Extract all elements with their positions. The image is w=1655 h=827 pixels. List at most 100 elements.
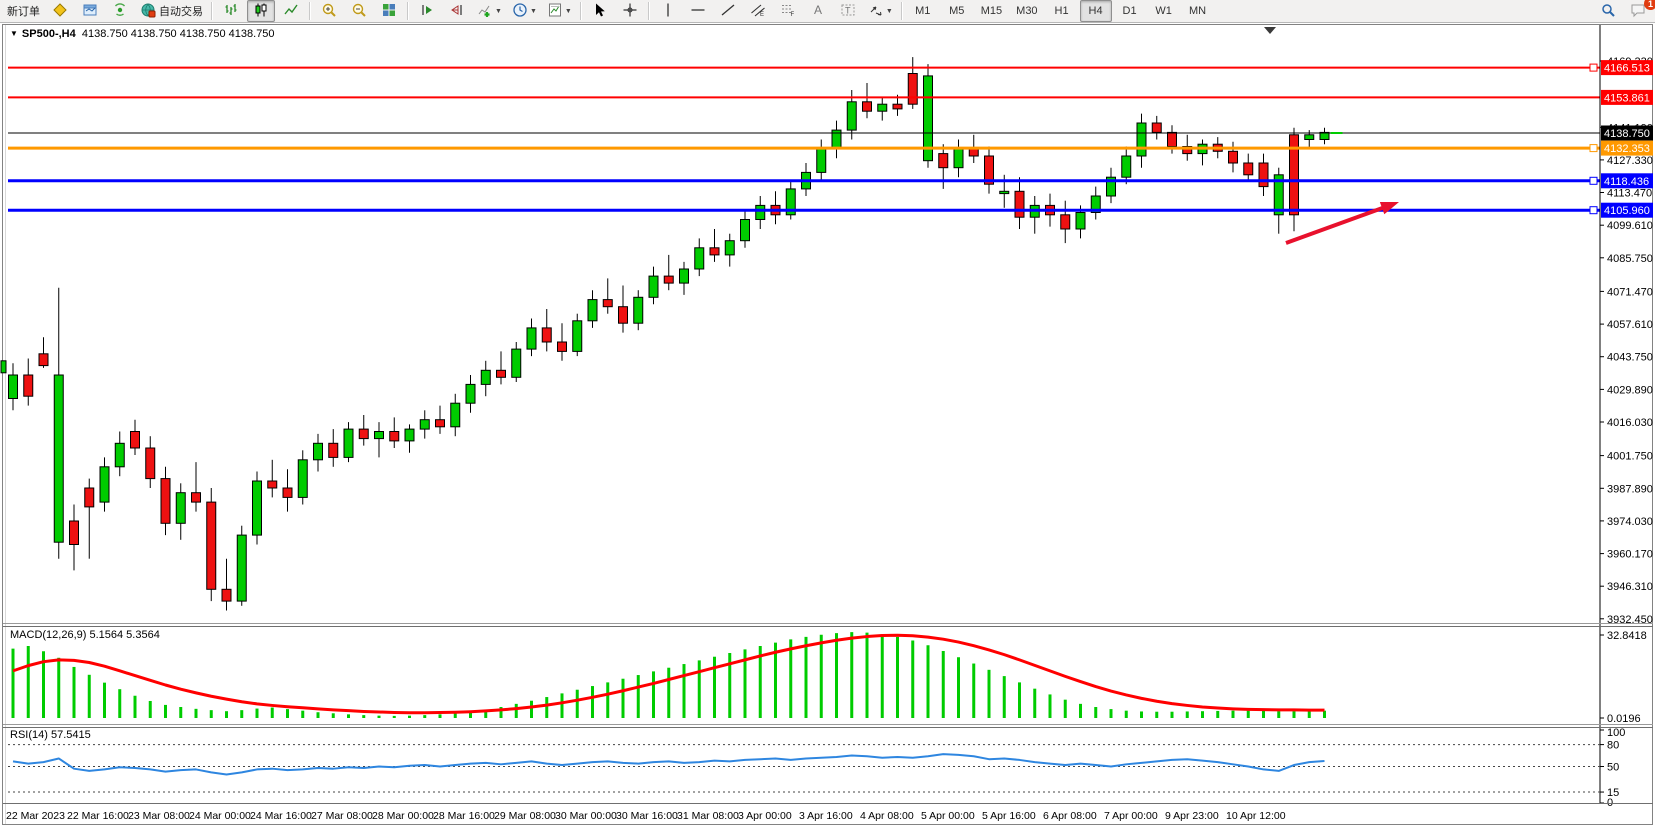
candle-body — [206, 501, 217, 590]
timeframe-button-d1[interactable]: D1 — [1122, 5, 1137, 17]
candle-body — [175, 492, 186, 524]
candle-body — [511, 348, 522, 378]
time-axis-label: 22 Mar 16:00 — [67, 810, 129, 822]
trend-arrow-head[interactable] — [1379, 202, 1399, 215]
autotrading-icon — [140, 2, 156, 21]
price-axis-tick: 4099.610 — [1607, 220, 1653, 232]
indicators-button[interactable]: ▼ — [473, 0, 506, 22]
line-handle[interactable] — [1589, 63, 1598, 72]
candle-body — [191, 492, 201, 503]
chart-shift-icon — [449, 2, 465, 21]
navigator-button[interactable] — [106, 0, 134, 22]
macd-signal-line — [12, 633, 1325, 715]
tile-windows-button[interactable] — [375, 0, 403, 22]
candle-body — [1167, 131, 1177, 147]
candle-body — [1319, 131, 1330, 140]
cursor-icon — [592, 2, 608, 21]
price-badge: 4105.960 — [1604, 205, 1650, 217]
new-order-label: 新订单 — [7, 6, 40, 18]
text-label-button[interactable]: T — [834, 0, 862, 22]
dropdown-arrow: ▼ — [885, 7, 893, 15]
candle-body — [221, 588, 232, 602]
candle-body — [1304, 134, 1315, 141]
timeframe-button-w1[interactable]: W1 — [1155, 5, 1172, 17]
chart-title-collapse-icon: ▼ — [10, 29, 18, 38]
candle-body — [450, 402, 461, 428]
candle-body — [84, 487, 95, 508]
notification-count-badge: 1 — [1644, 0, 1655, 10]
candle-body — [69, 520, 79, 545]
data-window-button[interactable] — [76, 0, 104, 22]
price-axis-tick: 3960.170 — [1607, 549, 1653, 561]
candle-body — [145, 447, 156, 480]
candle-body — [53, 374, 64, 543]
price-axis-tick: 4001.750 — [1607, 451, 1653, 463]
candle-body — [877, 103, 888, 112]
templates-button[interactable]: ▼ — [543, 0, 576, 22]
candle-body — [236, 534, 247, 602]
candle-body — [1258, 162, 1269, 188]
candle-body — [419, 419, 430, 430]
candle-body — [846, 101, 857, 131]
time-axis-label: 7 Apr 00:00 — [1104, 810, 1158, 822]
equidistant-channel-button[interactable]: E — [744, 0, 772, 22]
fibonacci-button[interactable]: F — [774, 0, 802, 22]
vertical-line-button[interactable] — [654, 0, 682, 22]
chart-shift-button[interactable] — [443, 0, 471, 22]
candle-body — [343, 428, 354, 458]
timeframe-button-mn[interactable]: MN — [1189, 5, 1207, 17]
zoom-out-button[interactable] — [345, 0, 373, 22]
notifications-button[interactable]: 1 — [1624, 0, 1655, 22]
chart-symbol-period: SP500-,H4 — [21, 28, 76, 40]
candle-body — [587, 299, 598, 322]
line-handle[interactable] — [1589, 206, 1598, 215]
candle-body — [23, 374, 34, 397]
text-label-icon: T — [840, 2, 856, 21]
auto-scroll-button[interactable] — [413, 0, 441, 22]
timeframe-button-m1[interactable]: M1 — [915, 5, 931, 17]
line-chart-button[interactable] — [277, 0, 305, 22]
new-order-button[interactable]: 新订单 — [3, 0, 44, 22]
crosshair-button[interactable] — [616, 0, 644, 22]
line-handle[interactable] — [1589, 176, 1598, 185]
candle-body — [694, 247, 705, 270]
search-button[interactable] — [1594, 0, 1622, 22]
time-axis-label: 28 Mar 16:00 — [433, 810, 495, 822]
chart-shift-marker[interactable] — [1264, 27, 1276, 34]
periods-button[interactable]: ▼ — [508, 0, 541, 22]
candle-body — [785, 188, 796, 216]
price-badge: 4166.513 — [1604, 63, 1650, 75]
cursor-button[interactable] — [586, 0, 614, 22]
arrows-shapes-icon — [868, 2, 884, 21]
toolbar-separator — [211, 2, 213, 20]
timeframe-button-h1[interactable]: H1 — [1054, 5, 1069, 17]
market-watch-button[interactable] — [46, 0, 74, 22]
tile-windows-icon — [381, 2, 397, 21]
text-button[interactable]: A — [804, 0, 832, 22]
trend-arrow-line[interactable] — [1285, 204, 1387, 245]
data-window-icon — [82, 2, 98, 21]
candle-body — [740, 219, 750, 242]
candle-body — [8, 374, 18, 399]
arrows-shapes-button[interactable]: ▼ — [864, 0, 897, 22]
bar-chart-button[interactable] — [217, 0, 245, 22]
autotrading-button[interactable]: 自动交易 — [136, 0, 207, 22]
time-axis-label: 23 Mar 08:00 — [128, 810, 190, 822]
zoom-in-button[interactable] — [315, 0, 343, 22]
timeframe-button-m15[interactable]: M15 — [980, 5, 1003, 17]
time-axis-label: 22 Mar 2023 — [6, 810, 65, 822]
toolbar-separator — [647, 2, 650, 20]
trendline-button[interactable] — [714, 0, 742, 22]
trendline-icon — [720, 2, 736, 21]
timeframe-button-h4[interactable]: H4 — [1079, 0, 1112, 22]
candle-body — [572, 320, 583, 352]
horizontal-line-button[interactable] — [684, 0, 712, 22]
candle-body — [1273, 174, 1284, 216]
line-handle[interactable] — [1589, 144, 1598, 153]
timeframe-button-m5[interactable]: M5 — [949, 5, 965, 17]
candlestick-chart-button[interactable] — [247, 0, 275, 22]
timeframe-button-m30[interactable]: M30 — [1016, 5, 1038, 17]
time-axis-label: 5 Apr 00:00 — [921, 810, 975, 822]
candle-body — [892, 103, 903, 110]
